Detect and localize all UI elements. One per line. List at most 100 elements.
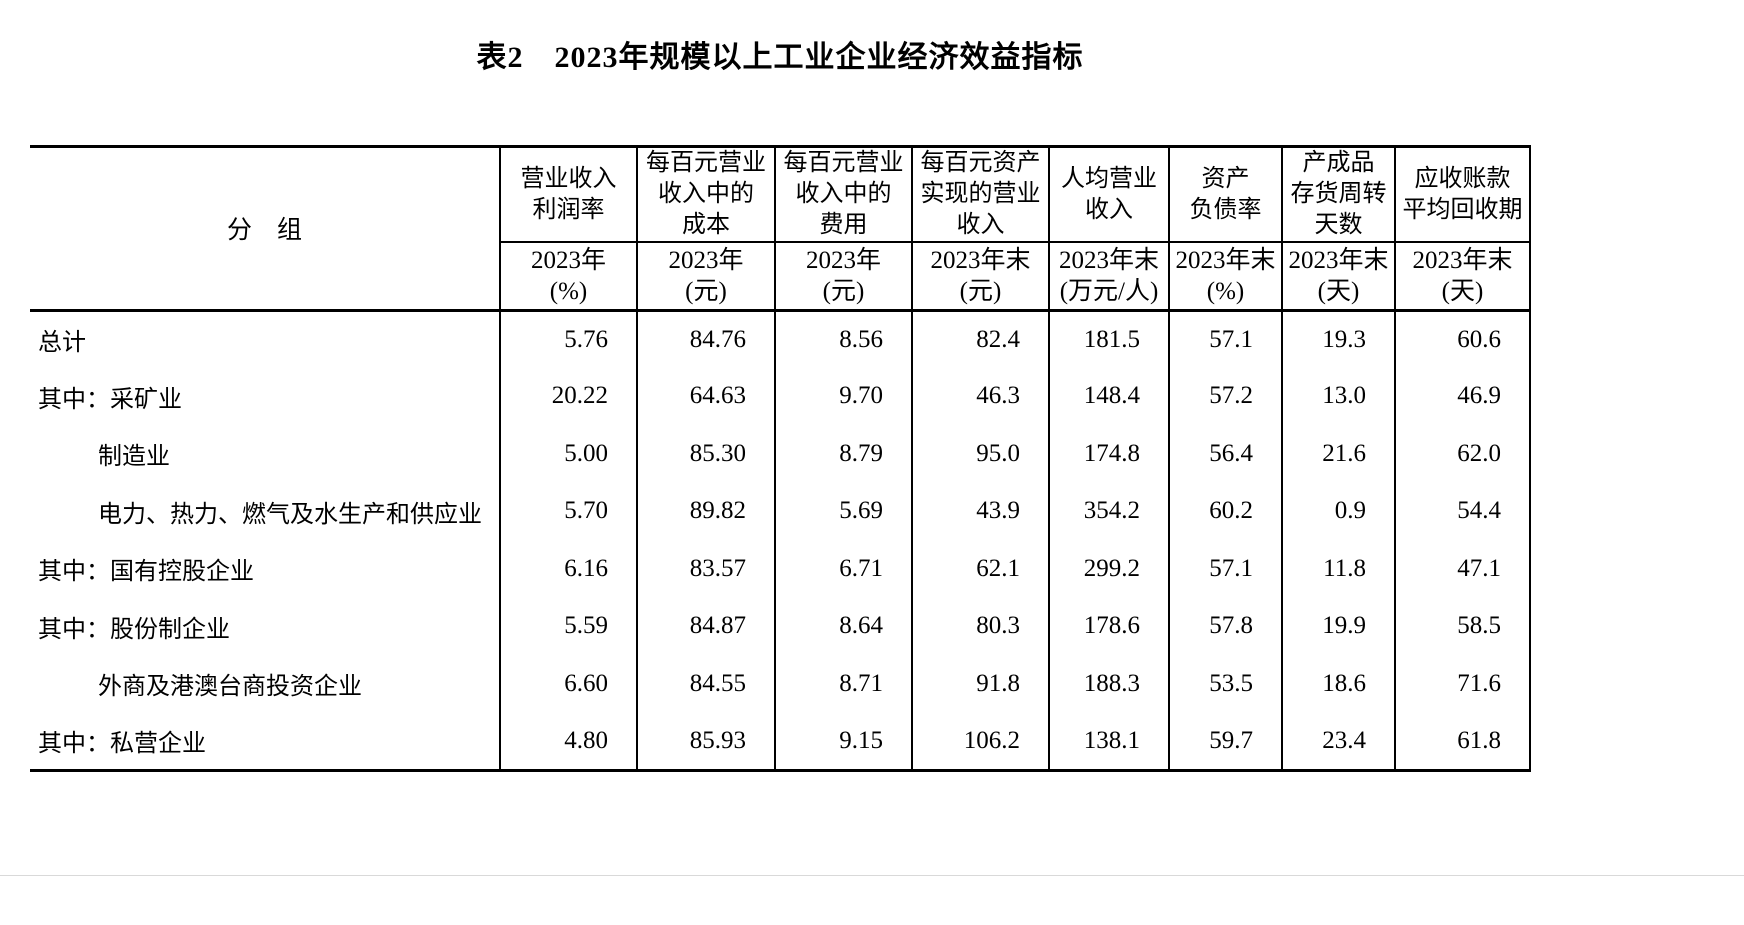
row-label: 制造业	[98, 444, 170, 471]
unit-label: (天)	[1317, 277, 1360, 305]
period-label: 2023年	[805, 246, 881, 274]
economic-indicators-table: 分 组 营业收入 利润率 每百元营业 收入中的 成本 每百元营业 收入中的 费用…	[30, 145, 1531, 772]
period-label: 2023年末	[1175, 246, 1276, 274]
unit-label: (%)	[1206, 277, 1245, 305]
cell-value: 83.57	[636, 540, 775, 598]
period-label: 2023年	[668, 246, 744, 274]
column-header-group: 分 组	[30, 146, 500, 312]
cell-value: 82.4	[911, 310, 1049, 368]
column-header-revenue-per-capita: 人均营业 收入	[1048, 146, 1169, 243]
cell-value: 178.6	[1048, 597, 1169, 655]
header-row-names: 分 组 营业收入 利润率 每百元营业 收入中的 成本 每百元营业 收入中的 费用…	[30, 146, 1531, 312]
cell-value: 8.64	[774, 597, 912, 655]
cell-value: 11.8	[1281, 540, 1395, 598]
column-header-profit-rate: 营业收入 利润率	[499, 146, 637, 243]
cell-value: 46.9	[1394, 367, 1531, 425]
column-subheader: 2023年末 (万元/人)	[1048, 242, 1169, 312]
table-row-utilities: 电力、热力、燃气及水生产和供应业 5.70 89.82 5.69 43.9 35…	[30, 482, 1531, 540]
row-label: 其中：私营企业	[38, 731, 206, 757]
unit-label: (元)	[959, 277, 1002, 305]
period-label: 2023年末	[1412, 246, 1513, 274]
cell-value: 95.0	[911, 425, 1049, 483]
cell-value: 19.9	[1281, 597, 1395, 655]
cell-value: 4.80	[499, 712, 637, 770]
row-label: 电力、热力、燃气及水生产和供应业	[98, 501, 482, 528]
row-label: 其中：国有控股企业	[38, 559, 254, 586]
column-subheader: 2023年末 (元)	[911, 242, 1049, 312]
cell-value: 188.3	[1048, 655, 1169, 713]
cell-value: 8.79	[774, 425, 912, 483]
cell-value: 0.9	[1281, 482, 1395, 540]
cell-value: 47.1	[1394, 540, 1531, 598]
table-row-state-holding: 其中：国有控股企业 6.16 83.57 6.71 62.1 299.2 57.…	[30, 540, 1531, 598]
cell-value: 9.70	[774, 367, 912, 425]
cell-value: 62.1	[911, 540, 1049, 598]
cell-value: 89.82	[636, 482, 775, 540]
cell-value: 84.87	[636, 597, 775, 655]
cell-value: 54.4	[1394, 482, 1531, 540]
cell-value: 80.3	[911, 597, 1049, 655]
cell-value: 59.7	[1168, 712, 1282, 770]
unit-label: (元)	[822, 277, 865, 305]
row-label: 其中：采矿业	[38, 386, 182, 413]
cell-value: 299.2	[1048, 540, 1169, 598]
column-header-debt-ratio: 资产 负债率	[1168, 146, 1282, 243]
cell-value: 85.30	[636, 425, 775, 483]
period-label: 2023年	[530, 246, 606, 274]
cell-value: 23.4	[1281, 712, 1395, 770]
table-row-manufacturing: 制造业 5.00 85.30 8.79 95.0 174.8 56.4 21.6…	[30, 425, 1531, 483]
row-label: 外商及港澳台商投资企业	[98, 674, 362, 701]
cell-value: 13.0	[1281, 367, 1395, 425]
column-header-expense-per-100: 每百元营业 收入中的 费用	[774, 146, 912, 243]
cell-value: 9.15	[774, 712, 912, 770]
cell-value: 57.1	[1168, 540, 1282, 598]
cell-value: 148.4	[1048, 367, 1169, 425]
cell-value: 181.5	[1048, 310, 1169, 368]
table-row-mining: 其中：采矿业 20.22 64.63 9.70 46.3 148.4 57.2 …	[30, 367, 1531, 425]
cell-value: 8.71	[774, 655, 912, 713]
cell-value: 5.59	[499, 597, 637, 655]
cell-value: 60.6	[1394, 310, 1531, 368]
table-row-shareholding: 其中：股份制企业 5.59 84.87 8.64 80.3 178.6 57.8…	[30, 597, 1531, 655]
cell-value: 354.2	[1048, 482, 1169, 540]
cell-value: 5.70	[499, 482, 637, 540]
period-label: 2023年末	[1288, 246, 1389, 274]
cell-value: 138.1	[1048, 712, 1169, 770]
cell-value: 56.4	[1168, 425, 1282, 483]
cell-value: 85.93	[636, 712, 775, 770]
unit-label: (万元/人)	[1059, 277, 1159, 305]
column-header-inventory-turnover-days: 产成品 存货周转 天数	[1281, 146, 1395, 243]
table-row-total: 总计 5.76 84.76 8.56 82.4 181.5 57.1 19.3 …	[30, 310, 1531, 368]
cell-value: 57.2	[1168, 367, 1282, 425]
cell-value: 18.6	[1281, 655, 1395, 713]
cell-value: 21.6	[1281, 425, 1395, 483]
cell-value: 20.22	[499, 367, 637, 425]
cell-value: 91.8	[911, 655, 1049, 713]
column-subheader: 2023年 (元)	[636, 242, 775, 312]
cell-value: 5.69	[774, 482, 912, 540]
cell-value: 60.2	[1168, 482, 1282, 540]
column-header-revenue-per-100-assets: 每百元资产 实现的营业 收入	[911, 146, 1049, 243]
column-subheader: 2023年 (元)	[774, 242, 912, 312]
table-title: 表2 2023年规模以上工业企业经济效益指标	[476, 41, 1084, 74]
column-subheader: 2023年末 (天)	[1281, 242, 1395, 312]
page-bottom-divider	[0, 874, 1744, 876]
cell-value: 6.60	[499, 655, 637, 713]
cell-value: 71.6	[1394, 655, 1531, 713]
column-subheader: 2023年末 (天)	[1394, 242, 1531, 312]
cell-value: 46.3	[911, 367, 1049, 425]
column-subheader: 2023年末 (%)	[1168, 242, 1282, 312]
cell-value: 19.3	[1281, 310, 1395, 368]
cell-value: 62.0	[1394, 425, 1531, 483]
cell-value: 174.8	[1048, 425, 1169, 483]
column-subheader: 2023年 (%)	[499, 242, 637, 312]
cell-value: 84.76	[636, 310, 775, 368]
cell-value: 57.8	[1168, 597, 1282, 655]
cell-value: 64.63	[636, 367, 775, 425]
header-row-period-unit: 2023年 (%) 2023年 (元) 2023年 (元) 2023年末 (元)…	[30, 242, 1531, 312]
cell-value: 84.55	[636, 655, 775, 713]
cell-value: 53.5	[1168, 655, 1282, 713]
row-label: 其中：股份制企业	[38, 616, 230, 643]
cell-value: 43.9	[911, 482, 1049, 540]
cell-value: 5.00	[499, 425, 637, 483]
